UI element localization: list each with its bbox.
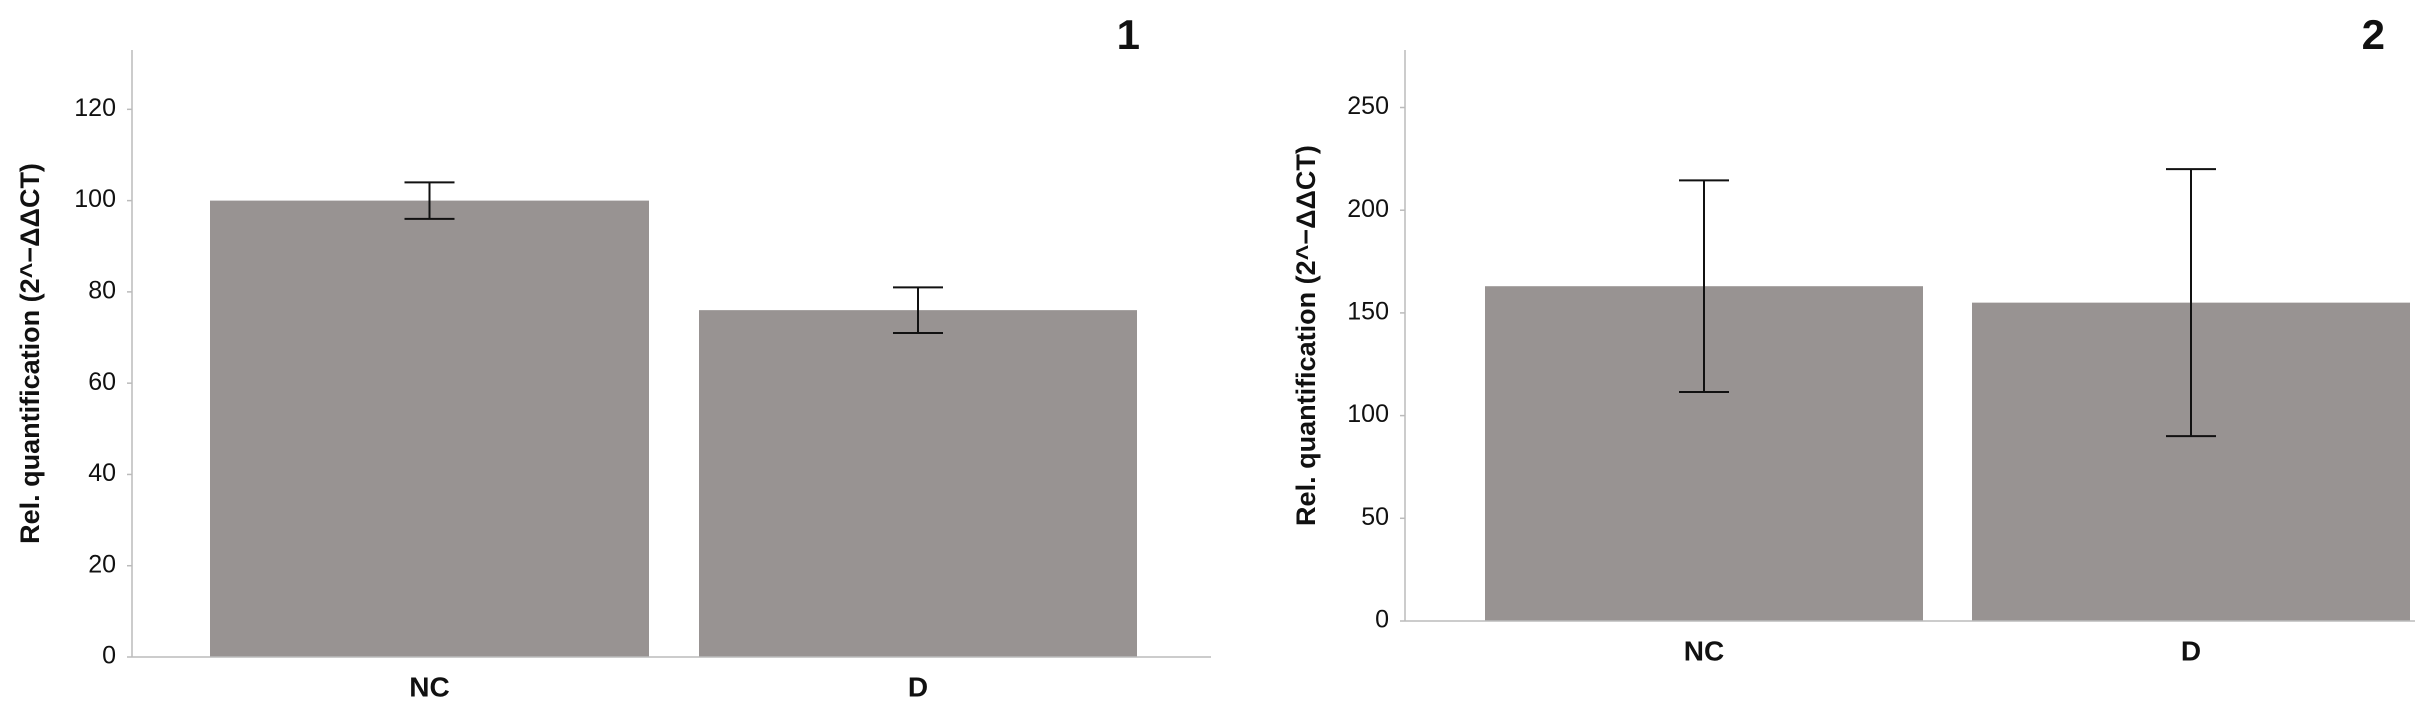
panel-label: 1 xyxy=(1117,11,1140,58)
y-tick-label: 40 xyxy=(88,459,116,487)
y-axis-label: Rel. quantification (2^−ΔΔCT) xyxy=(15,163,45,544)
error-bar xyxy=(893,286,943,334)
x-tick-label: NC xyxy=(409,671,449,702)
y-tick-label: 200 xyxy=(1347,195,1389,223)
x-tick-label: NC xyxy=(1684,635,1724,666)
bar xyxy=(210,200,649,658)
y-tick-label: 150 xyxy=(1347,298,1389,326)
x-tick-label: D xyxy=(908,671,928,702)
error-bar xyxy=(404,181,455,220)
y-tick-label: 100 xyxy=(74,185,116,213)
y-tick-label: 250 xyxy=(1347,92,1389,120)
y-tick-label: 50 xyxy=(1361,503,1389,531)
y-tick-label: 80 xyxy=(88,276,116,304)
y-tick-label: 0 xyxy=(1375,606,1389,634)
y-tick-label: 100 xyxy=(1347,400,1389,428)
error-bar xyxy=(1679,179,1729,393)
x-tick-label: D xyxy=(2181,635,2201,666)
y-tick-label: 120 xyxy=(74,94,116,122)
y-tick-label: 0 xyxy=(102,642,116,670)
panel-label: 2 xyxy=(2362,11,2385,58)
y-tick-label: 20 xyxy=(88,550,116,578)
bar xyxy=(699,310,1137,657)
error-bar xyxy=(2166,168,2216,438)
y-axis-label: Rel. quantification (2^−ΔΔCT) xyxy=(1291,145,1321,526)
y-tick-label: 60 xyxy=(88,368,116,396)
